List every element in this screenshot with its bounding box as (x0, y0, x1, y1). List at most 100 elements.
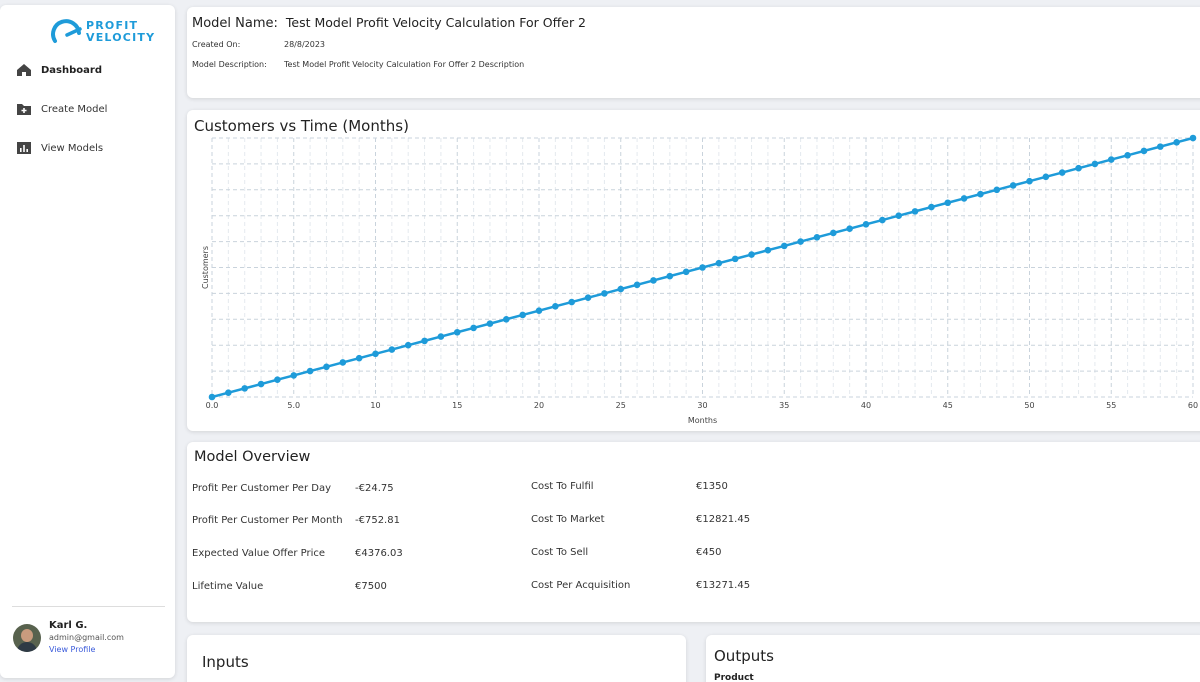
data-point (682, 268, 690, 276)
overview-label: Cost Per Acquisition (531, 580, 631, 591)
data-point (208, 393, 216, 401)
data-point (257, 380, 265, 388)
data-point (568, 298, 575, 306)
x-tick-label: 25 (616, 401, 626, 410)
model-description-value: Test Model Profit Velocity Calculation F… (284, 60, 525, 69)
overview-label: Cost To Market (531, 514, 605, 525)
data-point (1124, 151, 1131, 159)
x-tick-label: 60 (1188, 401, 1198, 410)
data-point (666, 272, 674, 280)
overview-value: -€24.75 (355, 483, 394, 494)
model-name-value: Test Model Profit Velocity Calculation F… (285, 15, 587, 30)
data-point (601, 290, 608, 297)
sidebar-item-create-model[interactable]: Create Model (16, 102, 107, 116)
x-tick-label: 10 (370, 401, 380, 410)
user-profile: Karl G. admin@gmail.com View Profile (13, 620, 124, 654)
bar-chart-icon (17, 142, 31, 154)
data-point (830, 229, 837, 237)
data-point (764, 246, 772, 254)
data-point (993, 186, 1001, 194)
data-point (699, 264, 706, 271)
x-tick-label: 55 (1106, 401, 1116, 410)
data-point (633, 281, 641, 289)
x-tick-label: 30 (697, 401, 707, 410)
inputs-card: Inputs (187, 635, 686, 682)
data-point (1075, 164, 1082, 172)
chart-title: Customers vs Time (Months) (194, 117, 409, 135)
y-axis-label: Customers (201, 246, 210, 289)
data-point (1107, 156, 1115, 163)
user-email: admin@gmail.com (49, 633, 124, 642)
data-point (797, 238, 804, 245)
model-description-label: Model Description: (192, 60, 267, 69)
avatar[interactable] (13, 624, 41, 652)
data-point (470, 324, 477, 332)
data-point (437, 333, 445, 340)
data-point (1157, 143, 1164, 150)
overview-label: Cost To Sell (531, 547, 589, 558)
sidebar-item-label: Create Model (41, 103, 108, 115)
data-point (780, 242, 788, 250)
data-point (944, 199, 952, 207)
data-point (862, 221, 870, 228)
data-point (928, 203, 935, 211)
data-point (617, 285, 625, 293)
outputs-product-heading: Product (714, 673, 754, 682)
model-header-card: Model Name: Test Model Profit Velocity C… (187, 7, 1200, 98)
data-point (911, 208, 919, 215)
sidebar-item-dashboard[interactable]: Dashboard (16, 63, 102, 77)
sidebar-item-view-models[interactable]: View Models (16, 141, 103, 155)
outputs-card: Outputs Product (706, 635, 1200, 682)
overview-title: Model Overview (194, 449, 311, 465)
data-point (486, 320, 494, 327)
data-point (290, 372, 298, 379)
data-point (960, 195, 968, 202)
data-point (388, 346, 396, 353)
data-point (225, 389, 232, 396)
data-point (404, 341, 412, 349)
x-tick-label: 35 (779, 401, 789, 410)
data-point (1026, 177, 1033, 185)
data-point (813, 233, 821, 241)
overview-label: Cost To Fulfil (531, 481, 594, 492)
view-profile-link[interactable]: View Profile (49, 645, 96, 654)
sidebar-divider (12, 606, 165, 607)
customers-chart-card: Customers vs Time (Months) 0.0 5.0 10 15 20 2… (187, 110, 1200, 431)
data-point (306, 367, 314, 375)
x-tick-label: 40 (861, 401, 871, 410)
data-point (650, 277, 657, 284)
data-point (355, 354, 363, 362)
brand-logo[interactable]: PROFIT VELOCITY (50, 19, 155, 45)
overview-value: €450 (696, 547, 722, 558)
user-name: Karl G. (49, 620, 88, 631)
sidebar-item-label: Dashboard (41, 64, 102, 76)
data-point (1091, 160, 1099, 168)
data-point (1058, 169, 1066, 176)
x-tick-label: 45 (943, 401, 953, 410)
home-icon (17, 64, 31, 76)
brand-line-2: VELOCITY (86, 31, 156, 44)
x-tick-label: 50 (1024, 401, 1034, 410)
data-point (1140, 147, 1148, 155)
inputs-title: Inputs (202, 653, 249, 671)
brand-line-1: PROFIT (86, 19, 139, 32)
x-tick-label: 15 (452, 401, 462, 410)
data-point (584, 294, 592, 302)
overview-label: Lifetime Value (192, 581, 264, 592)
data-point (1189, 134, 1197, 142)
data-point (731, 255, 739, 263)
x-tick-label: 20 (534, 401, 544, 410)
data-point (1009, 182, 1017, 189)
data-point (748, 251, 755, 258)
overview-label: Profit Per Customer Per Day (192, 483, 331, 494)
overview-value: -€752.81 (355, 515, 400, 526)
data-point (421, 337, 428, 345)
x-tick-label: 0.0 (206, 401, 219, 410)
data-point (503, 316, 510, 323)
x-tick-label: 5.0 (287, 401, 300, 410)
customers-line-chart: 0.0 5.0 10 15 20 25 30 35 40 45 50 55 60 Months Custom… (201, 134, 1198, 425)
model-overview-card: Model Overview Profit Per Customer Per D… (187, 442, 1200, 622)
overview-value: €7500 (355, 581, 387, 592)
overview-label: Expected Value Offer Price (192, 548, 326, 559)
data-point (535, 307, 543, 314)
